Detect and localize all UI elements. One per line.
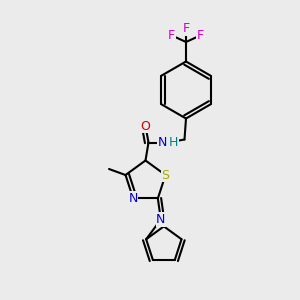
Text: N: N xyxy=(128,192,138,205)
Text: F: F xyxy=(197,29,204,42)
Text: N: N xyxy=(156,213,166,226)
Text: F: F xyxy=(182,22,190,35)
Text: F: F xyxy=(168,29,175,42)
Text: O: O xyxy=(141,119,150,133)
Text: H: H xyxy=(169,136,178,149)
Text: N: N xyxy=(158,136,167,149)
Text: S: S xyxy=(161,169,169,182)
